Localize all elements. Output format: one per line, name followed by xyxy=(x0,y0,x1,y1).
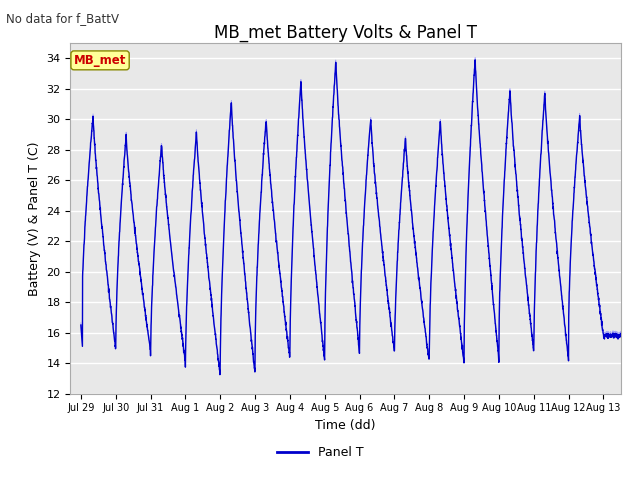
Y-axis label: Battery (V) & Panel T (C): Battery (V) & Panel T (C) xyxy=(28,141,41,296)
Text: MB_met: MB_met xyxy=(74,54,126,67)
Legend: Panel T: Panel T xyxy=(271,441,369,464)
X-axis label: Time (dd): Time (dd) xyxy=(316,419,376,432)
Title: MB_met Battery Volts & Panel T: MB_met Battery Volts & Panel T xyxy=(214,24,477,42)
Text: No data for f_BattV: No data for f_BattV xyxy=(6,12,120,25)
